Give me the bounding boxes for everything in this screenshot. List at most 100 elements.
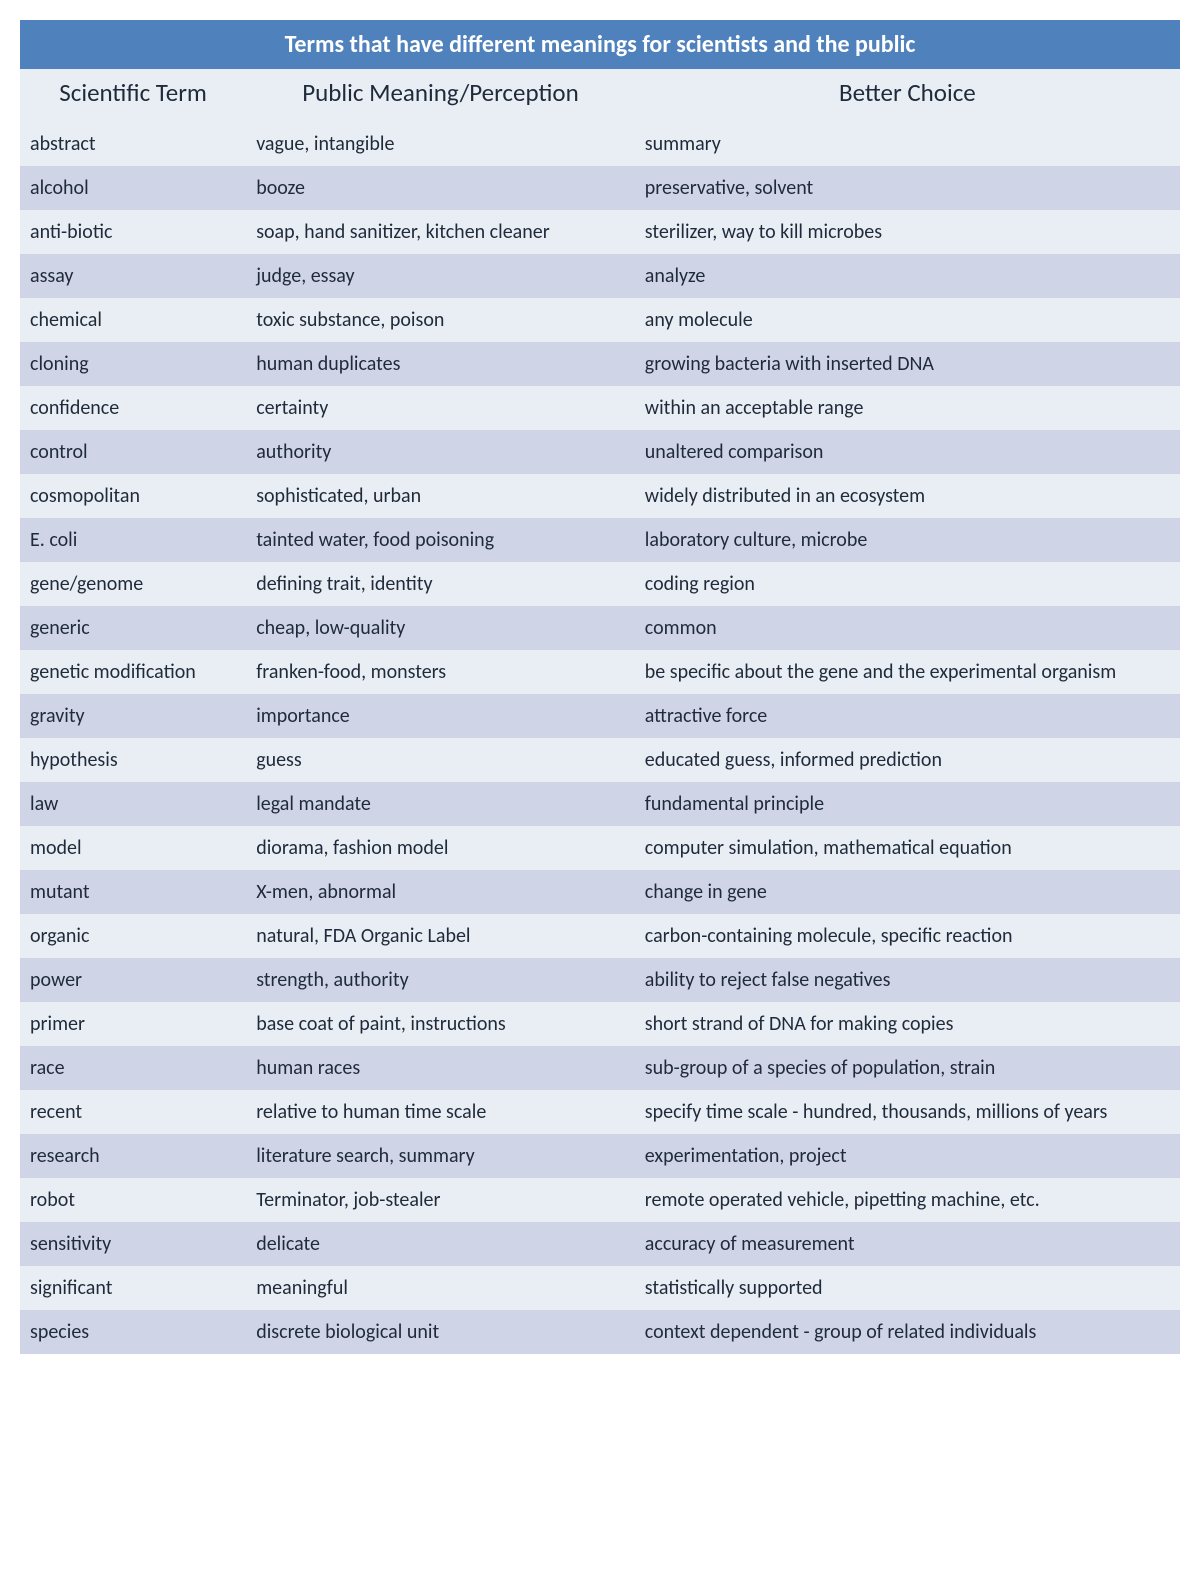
cell-public: Terminator, job-stealer [246, 1178, 635, 1222]
table-row: genericcheap, low-qualitycommon [20, 606, 1180, 650]
table-row: mutantX-men, abnormalchange in gene [20, 870, 1180, 914]
cell-better: ability to reject false negatives [635, 958, 1180, 1002]
col-header-term: Scientific Term [20, 69, 246, 122]
cell-term: sensitivity [20, 1222, 246, 1266]
cell-term: research [20, 1134, 246, 1178]
cell-term: hypothesis [20, 738, 246, 782]
cell-term: robot [20, 1178, 246, 1222]
table-row: chemicaltoxic substance, poisonany molec… [20, 298, 1180, 342]
cell-public: booze [246, 166, 635, 210]
cell-public: defining trait, identity [246, 562, 635, 606]
cell-better: within an acceptable range [635, 386, 1180, 430]
cell-term: genetic modification [20, 650, 246, 694]
cell-better: carbon-containing molecule, specific rea… [635, 914, 1180, 958]
cell-better: accuracy of measurement [635, 1222, 1180, 1266]
title-row: Terms that have different meanings for s… [20, 20, 1180, 69]
cell-public: guess [246, 738, 635, 782]
table-row: primerbase coat of paint, instructionssh… [20, 1002, 1180, 1046]
table-row: lawlegal mandatefundamental principle [20, 782, 1180, 826]
cell-public: franken-food, monsters [246, 650, 635, 694]
cell-public: discrete biological unit [246, 1310, 635, 1354]
cell-term: primer [20, 1002, 246, 1046]
table-row: cosmopolitansophisticated, urbanwidely d… [20, 474, 1180, 518]
cell-term: cloning [20, 342, 246, 386]
cell-public: authority [246, 430, 635, 474]
cell-term: model [20, 826, 246, 870]
table-row: significantmeaningfulstatistically suppo… [20, 1266, 1180, 1310]
terms-table: Terms that have different meanings for s… [20, 20, 1180, 1354]
cell-public: human races [246, 1046, 635, 1090]
cell-term: cosmopolitan [20, 474, 246, 518]
cell-better: experimentation, project [635, 1134, 1180, 1178]
table-title: Terms that have different meanings for s… [20, 20, 1180, 69]
cell-better: be specific about the gene and the exper… [635, 650, 1180, 694]
cell-public: strength, authority [246, 958, 635, 1002]
cell-term: organic [20, 914, 246, 958]
cell-term: control [20, 430, 246, 474]
cell-better: fundamental principle [635, 782, 1180, 826]
cell-better: growing bacteria with inserted DNA [635, 342, 1180, 386]
cell-public: legal mandate [246, 782, 635, 826]
col-header-public: Public Meaning/Perception [246, 69, 635, 122]
cell-better: specify time scale - hundred, thousands,… [635, 1090, 1180, 1134]
table-row: assayjudge, essayanalyze [20, 254, 1180, 298]
cell-better: preservative, solvent [635, 166, 1180, 210]
cell-public: cheap, low-quality [246, 606, 635, 650]
cell-better: widely distributed in an ecosystem [635, 474, 1180, 518]
cell-better: laboratory culture, microbe [635, 518, 1180, 562]
table-row: robotTerminator, job-stealerremote opera… [20, 1178, 1180, 1222]
table-row: genetic modificationfranken-food, monste… [20, 650, 1180, 694]
cell-term: race [20, 1046, 246, 1090]
table-row: E. colitainted water, food poisoninglabo… [20, 518, 1180, 562]
cell-public: base coat of paint, instructions [246, 1002, 635, 1046]
cell-term: generic [20, 606, 246, 650]
cell-better: computer simulation, mathematical equati… [635, 826, 1180, 870]
cell-better: summary [635, 122, 1180, 166]
cell-public: tainted water, food poisoning [246, 518, 635, 562]
table-row: gene/genomedefining trait, identitycodin… [20, 562, 1180, 606]
table-row: abstractvague, intangiblesummary [20, 122, 1180, 166]
cell-public: toxic substance, poison [246, 298, 635, 342]
cell-term: abstract [20, 122, 246, 166]
cell-term: chemical [20, 298, 246, 342]
table-row: sensitivitydelicateaccuracy of measureme… [20, 1222, 1180, 1266]
cell-better: attractive force [635, 694, 1180, 738]
cell-term: law [20, 782, 246, 826]
cell-public: diorama, fashion model [246, 826, 635, 870]
cell-public: vague, intangible [246, 122, 635, 166]
cell-public: soap, hand sanitizer, kitchen cleaner [246, 210, 635, 254]
cell-public: judge, essay [246, 254, 635, 298]
cell-better: sub-group of a species of population, st… [635, 1046, 1180, 1090]
cell-better: short strand of DNA for making copies [635, 1002, 1180, 1046]
table-row: cloninghuman duplicatesgrowing bacteria … [20, 342, 1180, 386]
col-header-better: Better Choice [635, 69, 1180, 122]
cell-public: certainty [246, 386, 635, 430]
cell-better: remote operated vehicle, pipetting machi… [635, 1178, 1180, 1222]
cell-term: gravity [20, 694, 246, 738]
cell-better: educated guess, informed prediction [635, 738, 1180, 782]
cell-term: significant [20, 1266, 246, 1310]
table-row: anti-bioticsoap, hand sanitizer, kitchen… [20, 210, 1180, 254]
table-row: researchliterature search, summaryexperi… [20, 1134, 1180, 1178]
cell-better: sterilizer, way to kill microbes [635, 210, 1180, 254]
cell-term: alcohol [20, 166, 246, 210]
cell-public: literature search, summary [246, 1134, 635, 1178]
cell-term: confidence [20, 386, 246, 430]
cell-public: importance [246, 694, 635, 738]
cell-term: recent [20, 1090, 246, 1134]
terms-table-container: Terms that have different meanings for s… [20, 20, 1180, 1354]
cell-better: common [635, 606, 1180, 650]
table-row: racehuman racessub-group of a species of… [20, 1046, 1180, 1090]
cell-better: analyze [635, 254, 1180, 298]
cell-term: E. coli [20, 518, 246, 562]
cell-public: sophisticated, urban [246, 474, 635, 518]
cell-better: context dependent - group of related ind… [635, 1310, 1180, 1354]
table-row: alcoholboozepreservative, solvent [20, 166, 1180, 210]
table-row: hypothesisguesseducated guess, informed … [20, 738, 1180, 782]
cell-public: natural, FDA Organic Label [246, 914, 635, 958]
cell-public: human duplicates [246, 342, 635, 386]
table-row: gravityimportanceattractive force [20, 694, 1180, 738]
header-row: Scientific Term Public Meaning/Perceptio… [20, 69, 1180, 122]
cell-public: relative to human time scale [246, 1090, 635, 1134]
cell-better: coding region [635, 562, 1180, 606]
